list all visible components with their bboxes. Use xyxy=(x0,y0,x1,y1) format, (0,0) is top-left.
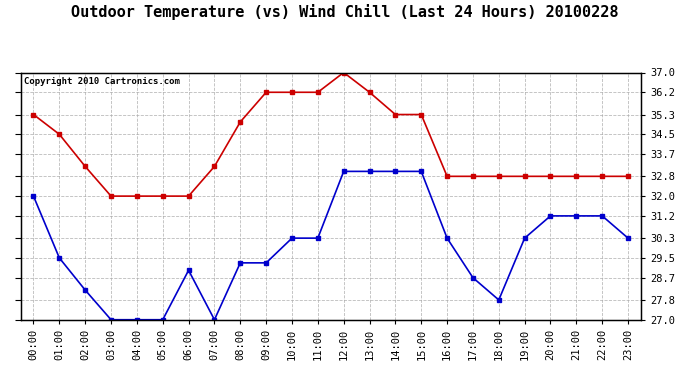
Text: Copyright 2010 Cartronics.com: Copyright 2010 Cartronics.com xyxy=(23,78,179,87)
Text: Outdoor Temperature (vs) Wind Chill (Last 24 Hours) 20100228: Outdoor Temperature (vs) Wind Chill (Las… xyxy=(71,4,619,20)
